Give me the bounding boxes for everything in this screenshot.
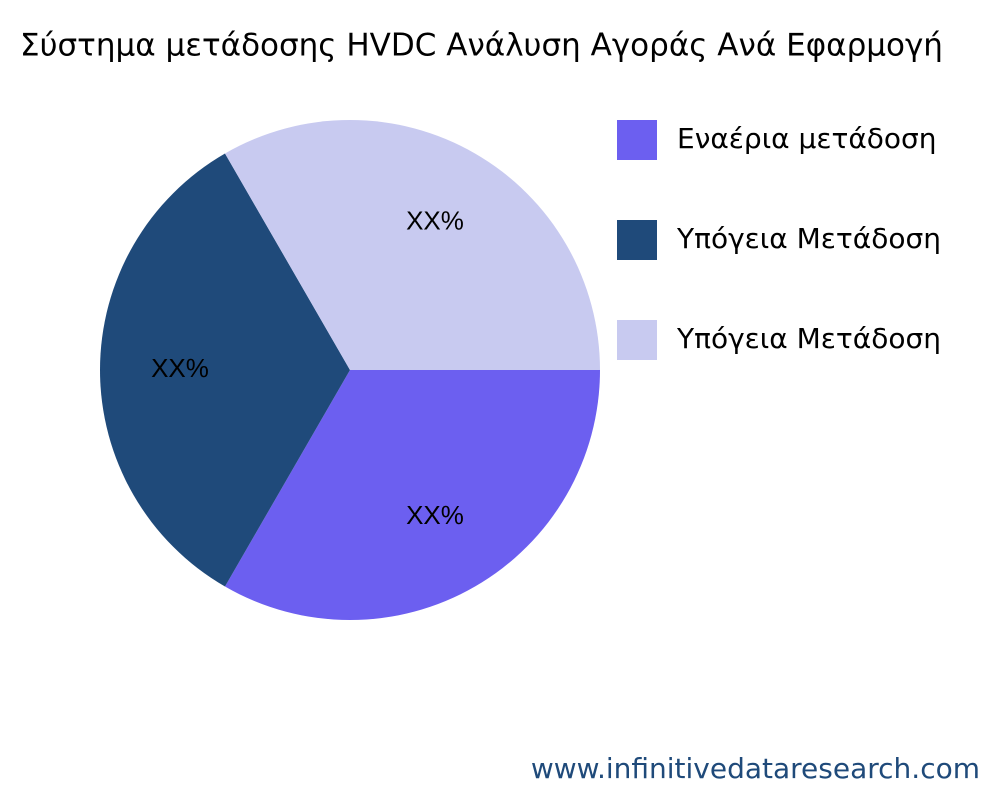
legend-swatch [617, 320, 657, 360]
legend-label: Υπόγεια Μετάδοση [676, 322, 941, 355]
pie-slice [225, 119, 600, 370]
chart-title: Σύστημα μετάδοσης HVDC Ανάλυση Αγοράς Αν… [20, 28, 943, 64]
data-label: XX% [406, 500, 464, 530]
source: www.infinitivedataresearch.com [531, 752, 980, 785]
legend-label: Εναέρια μετάδοση [677, 122, 937, 155]
data-label: XX% [406, 206, 464, 236]
legend-swatch [617, 120, 657, 160]
legend-label: Υπόγεια Μετάδοση [676, 222, 941, 255]
pie-slice [225, 370, 600, 620]
legend-swatch [617, 220, 657, 260]
data-label: XX% [151, 353, 209, 383]
